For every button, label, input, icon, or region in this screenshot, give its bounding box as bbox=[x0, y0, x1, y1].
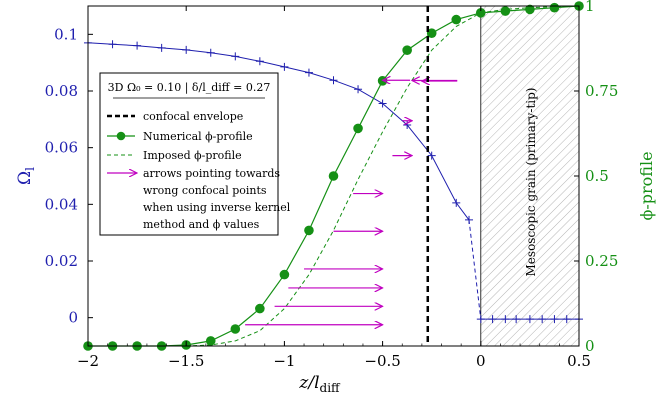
legend-swatch-numerical-marker bbox=[116, 131, 126, 141]
omega-point bbox=[378, 99, 387, 108]
omega-point bbox=[562, 315, 571, 324]
legend-item-imposed: Imposed ϕ-profile bbox=[143, 149, 242, 162]
y-left-tick-label: 0.02 bbox=[45, 252, 78, 270]
omega-point bbox=[157, 43, 166, 52]
omega-point bbox=[304, 68, 313, 77]
legend-title: 3D Ω₀ = 0.10 | δ/l_diff = 0.27 bbox=[108, 81, 271, 95]
omega-point bbox=[133, 41, 142, 50]
numerical-phi-point bbox=[230, 324, 241, 334]
legend: 3D Ω₀ = 0.10 | δ/l_diff = 0.27 confocal … bbox=[99, 72, 291, 236]
y-right-tick-label: 0.5 bbox=[585, 167, 609, 185]
omega-point bbox=[512, 315, 521, 324]
numerical-phi-point bbox=[549, 2, 560, 13]
numerical-phi-point bbox=[255, 303, 265, 314]
numerical-phi-point bbox=[304, 225, 314, 236]
numerical-phi-point bbox=[279, 269, 290, 280]
x-axis-label: z/ldiff bbox=[298, 373, 341, 395]
legend-item-arrows-line4: method and ϕ values bbox=[143, 218, 260, 231]
y-right-tick-label: 0.25 bbox=[585, 252, 618, 270]
omega-point bbox=[525, 315, 534, 324]
y-left-tick-label: 0.06 bbox=[45, 139, 78, 157]
x-tick-label: 0.5 bbox=[567, 352, 591, 370]
y-left-axis-label: Ωl bbox=[15, 167, 37, 185]
y-left-tick-label: 0.04 bbox=[45, 195, 78, 213]
y-right-axis-label: ϕ-profile bbox=[637, 151, 656, 220]
omega-point bbox=[329, 76, 338, 85]
y-left-tick-label: 0 bbox=[68, 309, 78, 327]
y-left-tick-label: 0.08 bbox=[45, 82, 78, 100]
grain-region-hatch bbox=[480, 6, 579, 346]
plot-area: Mesoscopic grain (primary-tip) bbox=[83, 1, 584, 351]
numerical-phi-point bbox=[328, 171, 339, 181]
x-tick-label: −2 bbox=[77, 352, 99, 370]
omega-point bbox=[108, 40, 117, 49]
legend-item-arrows-line3: when using inverse kernel bbox=[143, 201, 291, 214]
x-tick-label: −0.5 bbox=[364, 352, 400, 370]
y-right-tick-label: 0 bbox=[585, 337, 595, 355]
legend-item-numerical: Numerical ϕ-profile bbox=[143, 130, 253, 143]
numerical-phi-point bbox=[500, 6, 511, 16]
omega-point bbox=[476, 315, 485, 324]
omega-point bbox=[206, 48, 215, 57]
omega-point bbox=[465, 215, 474, 224]
numerical-phi-point bbox=[402, 45, 412, 55]
numerical-phi-point bbox=[426, 28, 437, 38]
axes: −2 −1.5 −1 −0.5 0 0.500.020.040.060.080.100.2… bbox=[15, 0, 656, 395]
omega-point bbox=[280, 62, 289, 71]
omega-point bbox=[452, 198, 461, 207]
x-tick-label: 0 bbox=[476, 352, 486, 370]
numerical-phi-point bbox=[525, 4, 535, 15]
legend-item-arrows-line1: arrows pointing towards bbox=[143, 167, 280, 180]
y-right-tick-label: 0.75 bbox=[585, 82, 618, 100]
omega-point bbox=[354, 85, 363, 94]
numerical-phi-point bbox=[353, 123, 363, 134]
y-left-tick-label: 0.1 bbox=[54, 25, 78, 43]
numerical-phi-point bbox=[476, 8, 486, 18]
grain-region-label: Mesoscopic grain (primary-tip) bbox=[524, 88, 538, 277]
y-right-tick-label: 1 bbox=[585, 0, 595, 15]
omega-point bbox=[427, 151, 436, 160]
omega-point bbox=[538, 315, 547, 324]
series-omega-dashed bbox=[468, 219, 482, 320]
numerical-phi-point bbox=[205, 336, 216, 346]
legend-box bbox=[99, 72, 279, 236]
omega-point bbox=[501, 315, 510, 324]
x-tick-label: −1 bbox=[273, 352, 295, 370]
omega-point bbox=[255, 57, 264, 66]
omega-point bbox=[182, 45, 191, 54]
legend-item-confocal: confocal envelope bbox=[143, 110, 243, 123]
omega-point bbox=[550, 315, 559, 324]
x-tick-label: −1.5 bbox=[168, 352, 204, 370]
legend-item-arrows-line2: wrong confocal points bbox=[143, 184, 267, 197]
numerical-phi-point bbox=[451, 14, 462, 25]
omega-point bbox=[231, 52, 240, 61]
omega-point bbox=[488, 315, 497, 324]
